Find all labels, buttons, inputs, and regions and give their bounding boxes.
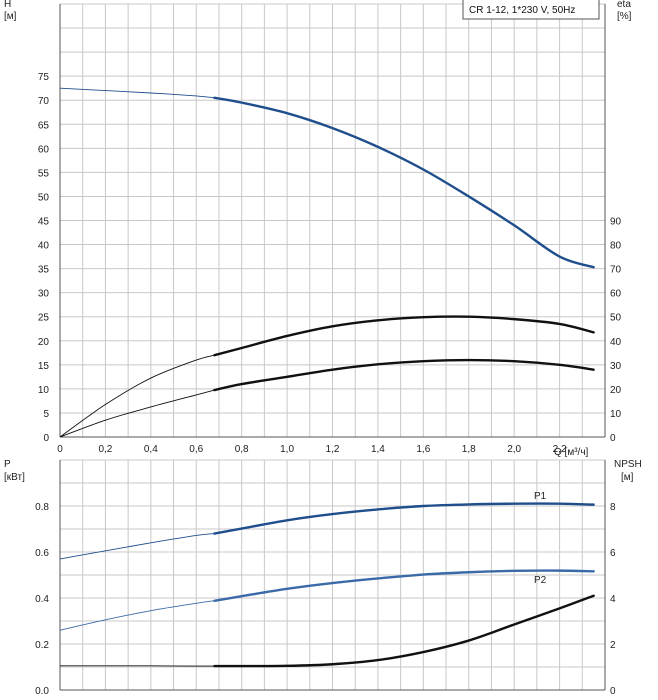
y-right-top-unit: [%] — [617, 11, 632, 22]
title-box — [462, 0, 600, 20]
y-right-tick-label: 80 — [610, 241, 622, 252]
y-left-top-unit: [м] — [4, 11, 17, 22]
y-left-tick-label: 75 — [38, 72, 50, 83]
y-right-tick-label: 50 — [610, 313, 622, 324]
y-left-tick-label: 20 — [38, 337, 50, 348]
curve-eta_lower-extended — [59, 389, 215, 438]
x-tick-label: 0 — [57, 444, 63, 455]
y-right-tick-label: 70 — [610, 265, 622, 276]
y-left-tick-label: 65 — [38, 120, 50, 131]
x-tick-label: 0,4 — [144, 444, 158, 455]
x-axis-label: Q [м³/ч] — [554, 447, 589, 458]
y-right-tick-label: 2 — [610, 640, 616, 651]
curve-P1-extended — [59, 533, 215, 560]
x-tick-label: 2,0 — [507, 444, 521, 455]
y-right-tick-label: 30 — [610, 361, 622, 372]
y-left-tick-label: 0.8 — [35, 502, 49, 513]
chart-title: CR 1-12, 1*230 V, 50Hz — [469, 5, 575, 16]
curve-H-extended — [59, 87, 215, 99]
y-left-tick-label: 0 — [43, 433, 49, 444]
curve-H — [213, 96, 595, 269]
grid-top — [59, 3, 606, 438]
y-left-tick-label: 55 — [38, 168, 50, 179]
y-left-tick-label: 15 — [38, 361, 50, 372]
curve-eta_upper — [213, 315, 595, 357]
curve-eta_lower — [213, 358, 595, 392]
curve-eta_upper-extended — [59, 354, 215, 438]
y-right-bottom-label: NPSH — [614, 459, 642, 470]
x-tick-label: 2,2 — [553, 444, 567, 455]
y-left-bottom-unit: [кВт] — [4, 472, 25, 483]
y-right-tick-label: 90 — [610, 217, 622, 228]
x-tick-label: 1,0 — [280, 444, 294, 455]
y-right-tick-label: 60 — [610, 289, 622, 300]
tick-labels: 0 0,2 0,4 0,6 0,8 1,0 1,2 1,4 1,6 1,8 2,0 2,2 0 5 10 15… — [35, 72, 621, 697]
y-left-tick-label: 70 — [38, 96, 50, 107]
y-right-tick-label: 4 — [610, 594, 616, 605]
y-left-tick-label: 10 — [38, 385, 50, 396]
axes — [59, 4, 606, 691]
y-left-tick-label: 35 — [38, 265, 50, 276]
curve-P2-extended — [59, 600, 215, 631]
curve-P1 — [213, 502, 595, 535]
y-left-bottom-label: P — [4, 459, 11, 470]
x-tick-label: 1,6 — [416, 444, 430, 455]
y-left-tick-label: 0.6 — [35, 548, 49, 559]
y-left-tick-label: 45 — [38, 217, 50, 228]
x-tick-label: 0,6 — [189, 444, 203, 455]
y-left-tick-label: 5 — [43, 409, 49, 420]
y-right-tick-label: 6 — [610, 548, 616, 559]
y-left-tick-label: 50 — [38, 192, 50, 203]
y-left-tick-label: 0.0 — [35, 686, 49, 697]
y-left-tick-label: 0.2 — [35, 640, 49, 651]
x-tick-label: 0,2 — [98, 444, 112, 455]
curve-P2 — [213, 569, 595, 602]
grid-bottom — [59, 459, 606, 691]
y-left-tick-label: 60 — [38, 144, 50, 155]
x-tick-label: 1,8 — [462, 444, 476, 455]
y-right-bottom-unit: [м] — [621, 472, 634, 483]
curves — [59, 87, 595, 668]
y-left-tick-label: 0.4 — [35, 594, 49, 605]
y-left-top-label: H — [4, 0, 11, 10]
curve-NPSH — [213, 594, 595, 668]
x-tick-label: 1,2 — [326, 444, 340, 455]
y-right-tick-label: 10 — [610, 409, 622, 420]
y-right-tick-label: 40 — [610, 337, 622, 348]
y-left-tick-label: 30 — [38, 289, 50, 300]
y-right-tick-label: 0 — [610, 686, 616, 697]
y-right-tick-label: 0 — [610, 433, 616, 444]
x-tick-label: 0,8 — [235, 444, 249, 455]
y-left-tick-label: 40 — [38, 241, 50, 252]
series-label-p2: P2 — [534, 575, 547, 586]
y-right-top-label: eta — [617, 0, 631, 10]
series-label-p1: P1 — [534, 491, 547, 502]
y-right-tick-label: 20 — [610, 385, 622, 396]
y-right-tick-label: 8 — [610, 502, 616, 513]
x-tick-label: 1,4 — [371, 444, 385, 455]
y-left-tick-label: 25 — [38, 313, 50, 324]
